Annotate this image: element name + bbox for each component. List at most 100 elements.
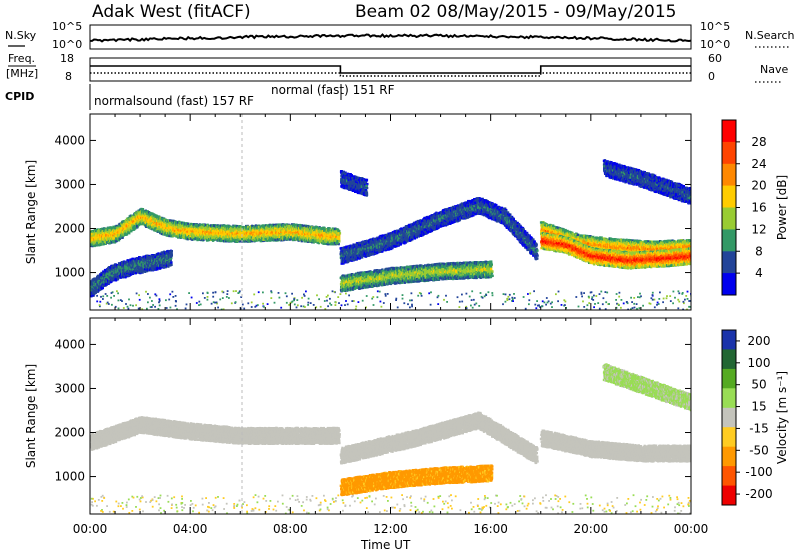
- power-echo-0: [187, 224, 190, 228]
- nave-tick-low: 0: [708, 70, 715, 83]
- cpid-row: CPID normalsound (fast) 157 RF normal (f…: [5, 83, 395, 110]
- sky-right-tick-high: 10^5: [700, 20, 730, 33]
- power-echo-0: [96, 239, 99, 242]
- power-echo-0: [133, 223, 136, 226]
- nave-tick-high: 60: [708, 52, 722, 65]
- power-echo-0: [138, 220, 141, 223]
- power-echo-0: [139, 222, 142, 225]
- power-echo-0: [141, 208, 145, 211]
- nsky-trace: [90, 33, 692, 43]
- sky-search-panel: N.Sky 10^5 10^0 10^5 10^0 N.Search: [5, 20, 795, 51]
- sky-right-tick-low: 10^0: [700, 38, 730, 51]
- power-echo-0: [106, 226, 109, 230]
- nsearch-label: N.Search: [745, 29, 795, 42]
- power-echo-0: [137, 222, 140, 225]
- cpid-entry-normal: normal (fast) 151 RF: [271, 83, 395, 97]
- power-echo-0: [96, 240, 99, 244]
- power-echo-0: [91, 244, 94, 248]
- power-echo-0: [126, 233, 129, 236]
- power-echo-0: [96, 228, 99, 231]
- power-echo-0: [110, 239, 113, 243]
- power-echo-0: [134, 220, 137, 223]
- power-echo-0: [129, 223, 132, 226]
- power-echo-0: [133, 216, 137, 219]
- power-echo-0: [103, 240, 106, 243]
- power-echo-0: [128, 229, 131, 232]
- power-echo-0: [94, 229, 98, 232]
- sky-left-tick-low: 10^0: [52, 38, 82, 51]
- power-echo-0: [125, 219, 128, 222]
- freq-nave-panel: Freq. [MHz] 18 8 60 0 Nave: [6, 52, 788, 83]
- power-echo-0: [92, 244, 95, 247]
- power-echo-0: [96, 242, 99, 245]
- power-echo-0: [113, 237, 116, 240]
- power-echo-0: [93, 234, 96, 237]
- power-echo-0: [107, 237, 110, 241]
- power-echo-0: [90, 243, 93, 247]
- beam-date-title: Beam 02 08/May/2015 - 09/May/2015: [355, 2, 676, 22]
- power-echo-0: [114, 234, 117, 237]
- power-echo-0: [134, 213, 137, 217]
- power-echo-0: [107, 228, 110, 231]
- power-echo-0: [133, 213, 136, 217]
- sky-panel-frame: [89, 24, 692, 50]
- power-echo-0: [136, 217, 139, 220]
- power-echo-0: [138, 215, 141, 219]
- power-echo-0: [94, 241, 98, 245]
- power-echo-0: [106, 232, 109, 235]
- power-echo-0: [129, 214, 132, 217]
- power-echo-0: [116, 234, 119, 237]
- power-echo-0: [102, 238, 105, 241]
- power-echo-0: [114, 227, 117, 230]
- power-echo-0: [125, 224, 128, 227]
- power-echo-0: [105, 229, 108, 232]
- power-echo-0: [132, 224, 135, 228]
- power-echo-0: [110, 235, 113, 238]
- power-echo-0: [100, 242, 103, 245]
- power-echo-0: [134, 227, 137, 230]
- power-echo-0: [124, 230, 127, 233]
- power-echo-0: [90, 234, 93, 237]
- power-echo-0: [121, 223, 124, 226]
- power-echo-0: [106, 239, 109, 242]
- cpid-label: CPID: [5, 90, 34, 103]
- power-echo-0: [121, 234, 124, 238]
- power-echo-0: [126, 217, 129, 221]
- freq-trace: [90, 65, 691, 74]
- power-echo-0: [120, 226, 123, 230]
- power-echo-0: [115, 239, 118, 243]
- power-echo-0: [90, 231, 93, 234]
- power-echo-0: [90, 241, 92, 245]
- power-echo-0: [125, 222, 128, 226]
- power-echo-0: [113, 228, 116, 232]
- freq-label-2: [MHz]: [6, 67, 38, 80]
- power-echo-0: [140, 207, 143, 211]
- power-echo-0: [115, 231, 118, 235]
- freq-label-1: Freq.: [8, 52, 35, 65]
- power-echo-0: [92, 241, 95, 244]
- power-echo-0: [112, 236, 115, 239]
- power-echo-0: [122, 220, 125, 223]
- power-echo-0: [103, 232, 106, 236]
- power-echo-0: [107, 226, 110, 230]
- power-echo-0: [100, 228, 104, 231]
- power-echo-0: [92, 234, 95, 237]
- power-echo-0: [103, 235, 106, 238]
- power-echo-0: [121, 236, 124, 239]
- power-echo-0: [111, 240, 115, 243]
- power-echo-0: [105, 234, 108, 237]
- power-scatter: [90, 159, 691, 310]
- power-echo-0: [109, 241, 112, 245]
- power-echo-0: [134, 225, 137, 229]
- power-echo-0: [113, 232, 116, 236]
- power-echo-0: [116, 227, 119, 230]
- freq-tick-low: 8: [65, 70, 72, 83]
- power-echo-0: [99, 231, 102, 235]
- power-echo-0: [123, 225, 126, 228]
- power-echo-0: [130, 227, 134, 230]
- power-echo-0: [125, 225, 128, 229]
- nave-label: Nave: [760, 63, 788, 76]
- sky-left-tick-high: 10^5: [52, 20, 82, 33]
- power-echo-0: [128, 230, 131, 233]
